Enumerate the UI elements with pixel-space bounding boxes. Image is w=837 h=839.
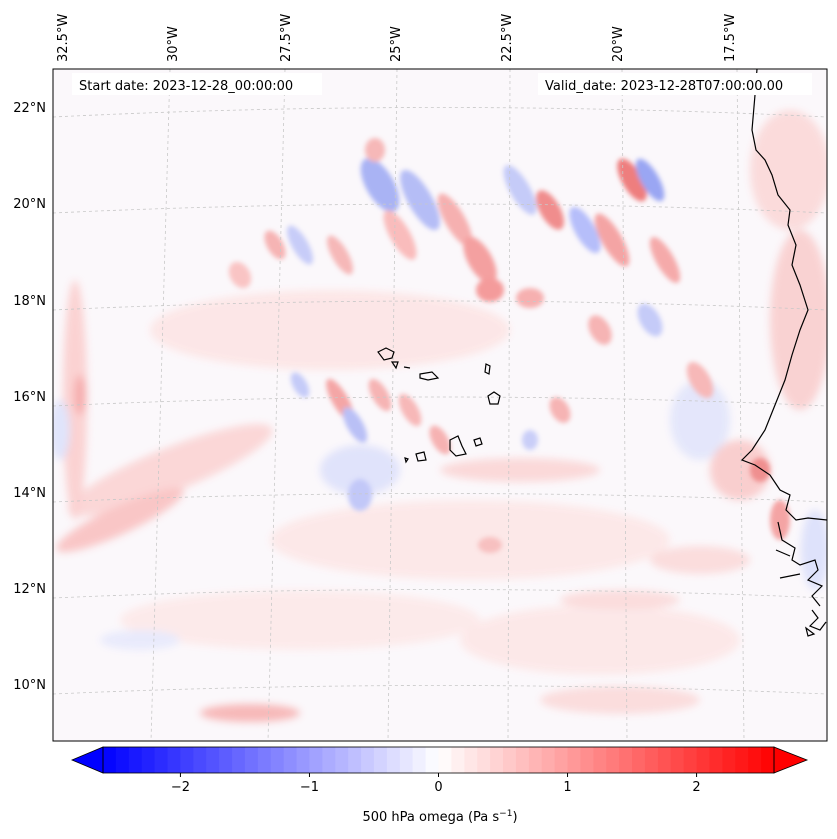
colorbar-segment xyxy=(696,747,711,773)
colorbar-segment xyxy=(761,747,775,773)
colorbar-segment xyxy=(644,747,659,773)
colorbar-tick-label: 0 xyxy=(434,780,442,795)
colorbar-segment xyxy=(503,747,517,773)
colorbar-segment xyxy=(606,747,620,773)
colorbar-segment xyxy=(309,747,323,773)
colorbar-segment xyxy=(115,747,130,773)
latitude-labels: 22°N 20°N 18°N 16°N 14°N 12°N 10°N xyxy=(13,101,46,693)
colorbar-segment xyxy=(141,747,156,773)
graticule xyxy=(53,69,827,741)
colorbar-segment xyxy=(554,747,569,773)
colorbar-segment xyxy=(219,747,233,773)
start-date-box xyxy=(72,73,322,95)
colorbar-high-extend xyxy=(773,746,809,774)
colorbar: −2 −1 0 1 2 500 hPa omega (Pa s−1) xyxy=(70,746,809,825)
latitude-label: 16°N xyxy=(13,390,46,405)
colorbar-segment xyxy=(722,747,736,773)
colorbar-segment xyxy=(748,747,762,773)
colorbar-ticks: −2 −1 0 1 2 xyxy=(171,773,701,795)
colorbar-segment xyxy=(451,747,465,773)
valid-date-label: Valid_date: 2023-12-28T07:00:00.00 xyxy=(545,79,783,94)
colorbar-segment xyxy=(244,747,259,773)
colorbar-segment xyxy=(361,747,375,773)
colorbar-low-extend xyxy=(70,746,104,774)
colorbar-segment xyxy=(683,747,698,773)
colorbar-label: 500 hPa omega (Pa s−1) xyxy=(362,809,517,825)
colorbar-segment xyxy=(283,747,298,773)
colorbar-segment xyxy=(154,747,169,773)
longitude-label: 27.5°W xyxy=(279,14,294,62)
colorbar-tick-label: 1 xyxy=(563,780,571,795)
colorbar-segment xyxy=(528,747,543,773)
colorbar-gradient xyxy=(103,747,775,773)
colorbar-segment xyxy=(386,747,401,773)
colorbar-segment xyxy=(257,747,272,773)
latitude-label: 10°N xyxy=(13,678,46,693)
colorbar-segment xyxy=(180,747,194,773)
colorbar-segment xyxy=(348,747,362,773)
longitude-label: 22.5°W xyxy=(500,14,515,62)
valid-date-box xyxy=(538,73,812,95)
colorbar-segment xyxy=(619,747,633,773)
colorbar-segment xyxy=(477,747,491,773)
colorbar-segment xyxy=(322,747,336,773)
colorbar-segment xyxy=(735,747,749,773)
colorbar-label-suffix: ) xyxy=(512,810,517,825)
colorbar-segment xyxy=(399,747,414,773)
longitude-label: 25°W xyxy=(389,26,404,62)
start-date-label: Start date: 2023-12-28_00:00:00 xyxy=(79,79,293,94)
colorbar-segment xyxy=(193,747,207,773)
coastline xyxy=(377,69,827,637)
colorbar-segment xyxy=(296,747,311,773)
colorbar-segment xyxy=(464,747,478,773)
colorbar-label-text: 500 hPa omega (Pa s xyxy=(362,810,499,825)
latitude-label: 12°N xyxy=(13,582,46,597)
longitude-label: 32.5°W xyxy=(56,14,71,62)
colorbar-segment xyxy=(270,747,285,773)
colorbar-segment xyxy=(438,747,452,773)
colorbar-segment xyxy=(670,747,685,773)
colorbar-segment xyxy=(632,747,646,773)
colorbar-segment xyxy=(567,747,582,773)
longitude-label: 17.5°W xyxy=(723,14,738,62)
colorbar-segment xyxy=(593,747,607,773)
colorbar-segment xyxy=(128,747,143,773)
colorbar-segment xyxy=(206,747,220,773)
colorbar-segment xyxy=(232,747,246,773)
omega-field xyxy=(53,110,827,722)
map-frame xyxy=(52,68,828,742)
colorbar-segment xyxy=(490,747,504,773)
colorbar-segment xyxy=(657,747,672,773)
longitude-label: 20°W xyxy=(611,26,626,62)
colorbar-tick-label: −2 xyxy=(171,780,190,795)
colorbar-segment xyxy=(709,747,723,773)
colorbar-segment xyxy=(580,747,594,773)
colorbar-tick-label: −1 xyxy=(300,780,319,795)
colorbar-segment xyxy=(167,747,182,773)
colorbar-label-exponent: −1 xyxy=(499,809,512,819)
latitude-label: 22°N xyxy=(13,101,46,116)
colorbar-segment xyxy=(541,747,556,773)
colorbar-segment xyxy=(515,747,530,773)
colorbar-segment xyxy=(412,747,427,773)
latitude-label: 20°N xyxy=(13,197,46,212)
colorbar-segment xyxy=(373,747,388,773)
latitude-label: 14°N xyxy=(13,486,46,501)
longitude-label: 30°W xyxy=(166,26,181,62)
colorbar-segment xyxy=(425,747,440,773)
colorbar-segment xyxy=(335,747,349,773)
latitude-label: 18°N xyxy=(13,294,46,309)
colorbar-segment xyxy=(103,747,117,773)
colorbar-tick-label: 2 xyxy=(692,780,700,795)
longitude-labels: 32.5°W 30°W 27.5°W 25°W 22.5°W 20°W 17.5… xyxy=(56,14,738,62)
